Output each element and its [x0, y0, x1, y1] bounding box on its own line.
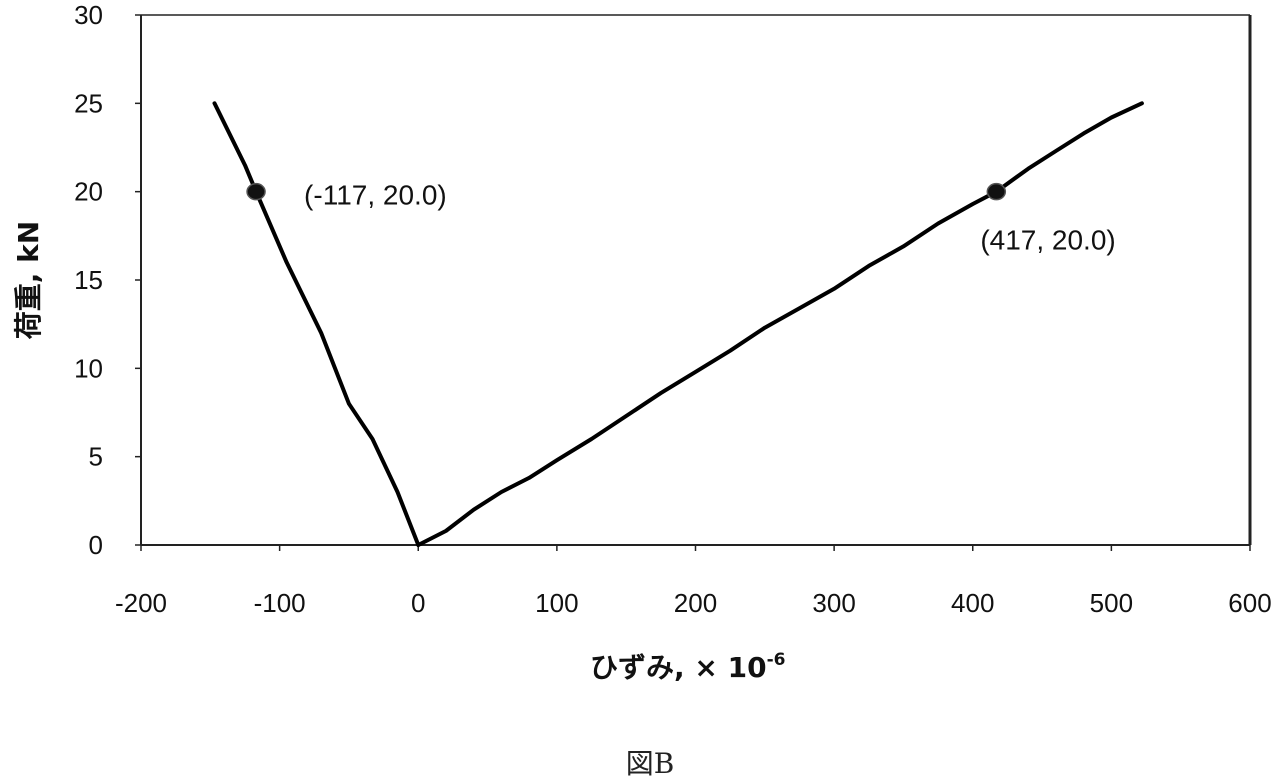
y-tick-label: 5	[89, 442, 103, 472]
x-axis-title-superscript: -6	[767, 650, 786, 670]
points-group: (-117, 20.0) (417, 20.0)	[246, 180, 1116, 256]
y-tick-label: 30	[74, 0, 103, 30]
x-tick-label: -200	[115, 588, 167, 618]
x-axis-title-text: ひずみ, × 10	[590, 651, 767, 684]
highlight-point	[246, 182, 266, 201]
x-tick-label: 0	[411, 588, 425, 618]
x-tick-label: 400	[951, 588, 994, 618]
x-tick-label: 500	[1090, 588, 1133, 618]
x-tick-label: 600	[1228, 588, 1271, 618]
point-annotation: (-117, 20.0)	[304, 180, 447, 211]
x-axis-title: ひずみ, × 10-6	[590, 650, 785, 684]
highlight-point	[986, 182, 1007, 201]
plot-frame	[140, 14, 1252, 546]
x-tick-label: 200	[674, 588, 717, 618]
y-tick-label: 10	[74, 353, 103, 383]
figure-caption: 図B	[626, 747, 675, 780]
y-tick-label: 25	[74, 88, 103, 118]
x-ticks: -200 -100 0 100 200 300 400 500 600	[115, 545, 1272, 618]
x-tick-label: -100	[254, 588, 306, 618]
series-line-2	[416, 101, 1144, 547]
y-tick-label: 20	[74, 177, 103, 207]
x-tick-label: 100	[535, 588, 578, 618]
y-tick-label: 15	[74, 265, 103, 295]
y-tick-label: 0	[89, 530, 103, 560]
series-group	[212, 101, 1144, 547]
point-annotation: (417, 20.0)	[980, 225, 1115, 256]
y-ticks: 0 5 10 15 20 25 30	[74, 0, 141, 560]
y-axis-title: 荷重, kN	[12, 221, 45, 339]
series-line-1	[212, 101, 421, 547]
x-tick-label: 300	[812, 588, 855, 618]
